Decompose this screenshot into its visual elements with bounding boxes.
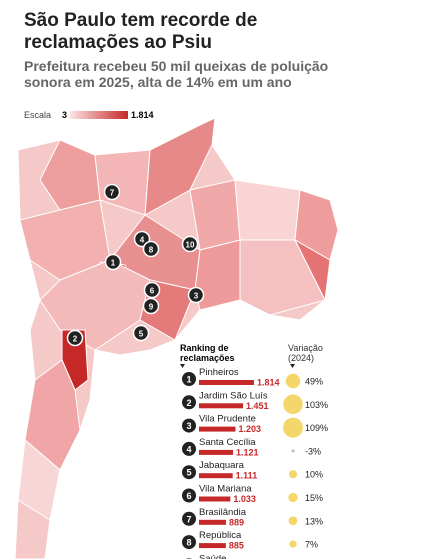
map-marker-label: 4 [140,236,145,245]
ranking-title: Ranking de reclamações [180,343,235,363]
value-label: 1.451 [246,401,269,411]
variation-bubble [285,373,301,389]
map-marker [104,253,122,271]
bar [199,403,243,409]
district-name: República [199,530,242,541]
bar [199,380,254,385]
rank-badge [182,418,196,433]
value-label: 1.203 [238,424,261,434]
map-marker [143,281,161,299]
variation-bubble [288,470,298,479]
rank-badge [182,465,196,480]
rank-badge [182,395,196,410]
scale-min: 3 [62,110,67,120]
map-marker-label: 1 [111,259,116,268]
variation-label: 15% [305,493,323,503]
map-marker [132,324,150,342]
scale-label: Escala [24,110,51,120]
map-marker [142,240,160,258]
map-marker [187,286,205,304]
rank-number: 3 [186,421,191,431]
district-name: Saúde [199,553,226,559]
rank-number: 7 [186,514,191,524]
value-label: 1.111 [236,471,258,481]
rank-badge [182,511,196,526]
district-name: Jabaquara [199,460,245,471]
map-marker-label: 6 [150,287,155,296]
bar [199,426,236,432]
rank-number: 4 [186,444,191,454]
bar [199,519,226,525]
map-marker-label: 7 [110,189,115,198]
variation-title: Variação (2024) [288,343,323,363]
variation-bubble [283,417,303,438]
map-marker [181,235,199,253]
bar [199,543,226,549]
rank-badge [182,372,196,386]
rank-number: 8 [186,538,191,548]
map-marker [66,329,84,347]
variation-bubble [288,516,298,526]
district-name: Vila Prudente [199,414,256,425]
subtitle: Prefeitura recebeu 50 mil queixas de pol… [24,58,329,90]
district-name: Jardim São Luís [199,390,268,401]
variation-label: -3% [305,446,321,456]
district-name: Vila Mariana [199,484,252,495]
variation-label: 49% [305,377,323,387]
variation-label: 13% [305,516,323,526]
map-marker-label: 5 [139,330,144,339]
map-marker [103,183,121,201]
variation-bubble [283,394,303,415]
district-name: Pinheiros [199,367,239,378]
map [14,117,339,559]
variation-bubble [291,449,295,453]
rank-number: 2 [186,398,191,408]
value-label: 889 [229,517,244,527]
title: São Paulo tem recorde de reclamações ao … [24,10,258,53]
rank-number: 5 [186,468,191,478]
variation-bubble [289,540,297,548]
rank-badge [182,488,196,503]
value-label: 1.121 [236,447,259,457]
district-name: Santa Cecília [199,437,256,448]
variation-label: 7% [305,540,318,550]
rank-number: 1 [186,375,191,385]
scale-max: 1.814 [131,110,154,120]
scale-bar [70,111,128,119]
variation-label: 103% [305,400,328,410]
value-label: 885 [229,541,244,551]
value-label: 1.033 [233,494,256,504]
variation-bubble [288,492,298,503]
map-marker-label: 2 [73,335,78,344]
variation-label: 109% [305,423,328,433]
variation-label: 10% [305,470,323,480]
map-marker-label: 8 [149,246,154,255]
map-marker-label: 3 [194,292,199,301]
rank-number: 6 [186,491,191,501]
district-name: Brasilândia [199,507,247,518]
rank-badge [182,535,196,550]
map-marker-label: 9 [149,303,154,312]
map-marker-label: 10 [186,241,195,250]
bar [199,449,233,455]
bar [199,496,231,502]
rank-badge [182,441,196,456]
value-label: 1.814 [257,378,280,388]
bar [199,473,233,479]
map-marker [142,297,160,315]
